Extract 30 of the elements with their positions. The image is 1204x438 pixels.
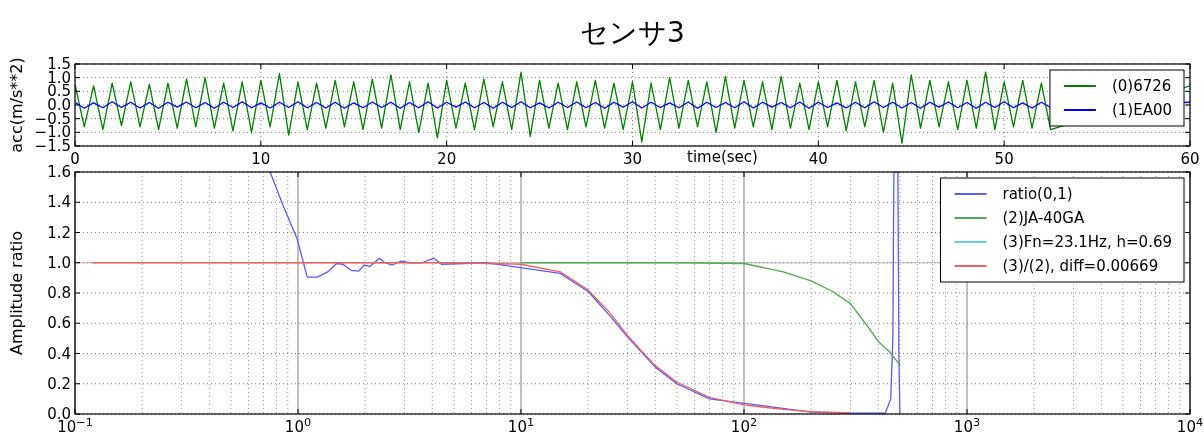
x-tick-label: 0 <box>70 150 80 168</box>
x-tick-label: 60 <box>1180 150 1200 168</box>
y-tick-label: 0.2 <box>47 374 71 393</box>
legend-label: (0)6726 <box>1111 77 1172 95</box>
x-tick-label: 50 <box>994 150 1014 168</box>
y-axis-title: Amplitude ratio <box>7 231 26 355</box>
legend-label: (2)JA-40GA <box>1002 209 1085 227</box>
y-tick-label: 0.4 <box>47 344 71 363</box>
x-tick-label: 10$^{3}$ <box>953 415 981 436</box>
y-tick-label: 1.0 <box>47 253 71 272</box>
y-tick-label: 0.8 <box>47 284 71 302</box>
x-tick-label: 40 <box>808 150 828 168</box>
x-axis-title: time(sec) <box>687 148 758 166</box>
y-tick-label: 1.2 <box>47 223 71 242</box>
x-tick-label: 10$^{0}$ <box>284 415 312 436</box>
y-tick-label: 0.6 <box>47 314 71 333</box>
x-tick-label: 10$^{2}$ <box>730 415 758 436</box>
chart-title: センサ3 <box>580 16 685 49</box>
x-tick-label: 30 <box>622 150 643 168</box>
y-axis-title: acc(m/s**2) <box>7 57 26 153</box>
x-tick-label: 10 <box>251 150 271 168</box>
x-tick-label: 10$^{4}$ <box>1176 415 1204 436</box>
y-tick-label: 1.6 <box>47 163 71 181</box>
legend-label: (3)/(2), diff=0.00669 <box>1002 257 1159 275</box>
x-tick-label: 10$^{1}$ <box>507 415 535 436</box>
y-tick-label: 1.4 <box>47 193 71 212</box>
legend-label: (1)EA00 <box>1111 101 1172 119</box>
legend-label: (3)Fn=23.1Hz, h=0.69 <box>1002 233 1172 251</box>
x-tick-label: 20 <box>437 150 457 168</box>
legend-label: ratio(0,1) <box>1002 185 1073 203</box>
